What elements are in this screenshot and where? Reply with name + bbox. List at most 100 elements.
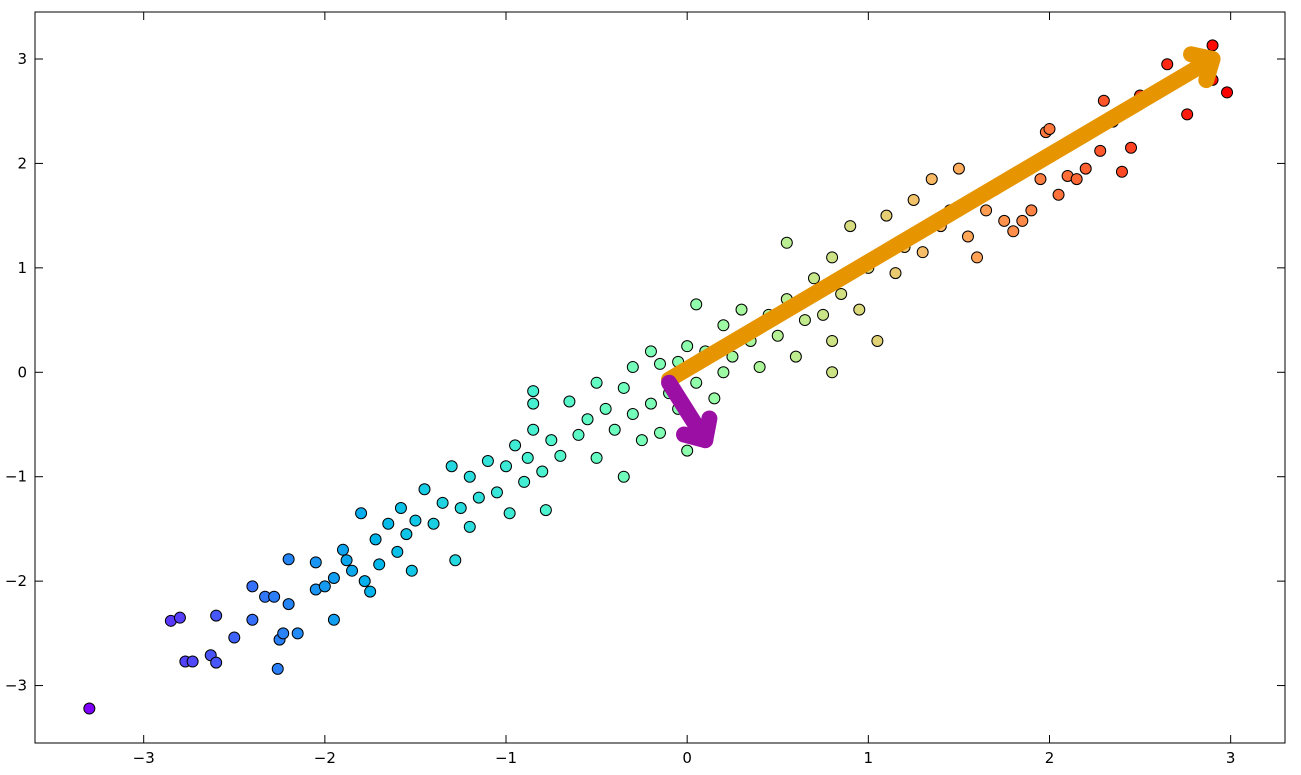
scatter-point	[826, 366, 839, 379]
scatter-point	[427, 517, 440, 530]
scatter-point	[527, 397, 540, 410]
scatter-point	[327, 572, 340, 585]
scatter-point	[500, 460, 513, 473]
scatter-point	[681, 444, 694, 457]
scatter-point	[835, 287, 848, 300]
scatter-point	[1070, 173, 1083, 186]
scatter-point	[789, 350, 802, 363]
scatter-point	[1043, 122, 1056, 135]
scatter-point	[961, 230, 974, 243]
scatter-point	[572, 428, 585, 441]
scatter-point	[581, 413, 594, 426]
scatter-point	[717, 319, 730, 332]
scatter-point	[210, 656, 223, 669]
scatter-point	[871, 334, 884, 347]
scatter-point	[1161, 58, 1174, 71]
scatter-point	[173, 611, 186, 624]
y-tick-label: 0	[17, 363, 27, 381]
scatter-point	[210, 609, 223, 622]
scatter-point	[405, 564, 418, 577]
scatter-point	[853, 303, 866, 316]
scatter-point	[807, 272, 820, 285]
y-tick-label: 3	[17, 50, 27, 68]
scatter-point	[1025, 204, 1038, 217]
scatter-point	[327, 613, 340, 626]
scatter-point	[925, 173, 938, 186]
plot-frame	[34, 11, 1286, 744]
scatter-point	[436, 496, 449, 509]
scatter-point	[599, 402, 612, 415]
scatter-point	[708, 392, 721, 405]
scatter-point	[654, 426, 666, 439]
scatter-point	[409, 514, 422, 527]
scatter-point	[445, 460, 458, 473]
scatter-point	[1125, 141, 1138, 154]
scatter-point	[394, 502, 407, 515]
scatter-point	[336, 543, 349, 556]
y-tick-label: −3	[5, 677, 27, 695]
scatter-point	[971, 251, 984, 264]
scatter-point	[1079, 162, 1092, 175]
scatter-point	[382, 517, 395, 530]
scatter-point	[590, 451, 603, 464]
scatter-point	[1206, 39, 1219, 52]
scatter-point	[590, 376, 603, 389]
scatter-point	[418, 483, 431, 496]
scatter-point	[554, 449, 567, 462]
scatter-point	[608, 423, 621, 436]
scatter-point	[527, 385, 540, 398]
scatter-point	[626, 361, 639, 374]
scatter-point	[690, 376, 703, 389]
scatter-point	[1181, 108, 1194, 121]
scatter-point	[268, 590, 281, 603]
scatter-point	[1007, 225, 1020, 238]
scatter-point	[644, 345, 657, 358]
scatter-point	[309, 556, 322, 569]
arrow-head	[676, 410, 718, 449]
scatter-point	[780, 236, 793, 249]
scatter-point	[1221, 86, 1234, 99]
scatter-point	[880, 209, 893, 222]
scatter-point	[626, 408, 639, 421]
arrow-shaft	[661, 50, 1221, 388]
scatter-point	[771, 329, 784, 342]
scatter-point	[391, 545, 404, 558]
scatter-point	[826, 251, 839, 264]
scatter-point	[536, 465, 549, 478]
scatter-point	[449, 554, 462, 567]
scatter-point	[539, 504, 552, 517]
scatter-point	[980, 204, 993, 217]
scatter-point	[291, 627, 304, 640]
scatter-point	[373, 558, 386, 571]
scatter-point	[463, 470, 476, 483]
scatter-point	[1097, 94, 1110, 107]
scatter-point	[1115, 165, 1128, 178]
x-tick-label: −2	[314, 749, 336, 767]
scatter-point	[735, 303, 748, 316]
scatter-point	[364, 585, 377, 598]
y-tick-label: −1	[5, 468, 27, 486]
scatter-point	[889, 267, 902, 280]
scatter-point	[717, 366, 730, 379]
scatter-point	[617, 470, 630, 483]
scatter-point	[186, 655, 199, 668]
scatter-point	[246, 613, 259, 626]
scatter-point	[509, 439, 522, 452]
x-tick-label: 0	[682, 749, 692, 767]
scatter-point	[490, 486, 503, 499]
scatter-point	[635, 434, 648, 447]
x-tick-label: −3	[133, 749, 155, 767]
scatter-point	[271, 662, 284, 675]
scatter-point	[454, 502, 467, 515]
scatter-point	[358, 575, 371, 588]
scatter-point	[1094, 144, 1107, 157]
y-tick-label: 1	[17, 259, 27, 277]
scatter-point	[521, 451, 534, 464]
scatter-point	[481, 455, 494, 468]
scatter-point	[952, 162, 965, 175]
y-tick-label: 2	[17, 154, 27, 172]
scatter-point	[503, 507, 516, 520]
scatter-point	[518, 475, 531, 488]
scatter-point	[753, 361, 766, 374]
